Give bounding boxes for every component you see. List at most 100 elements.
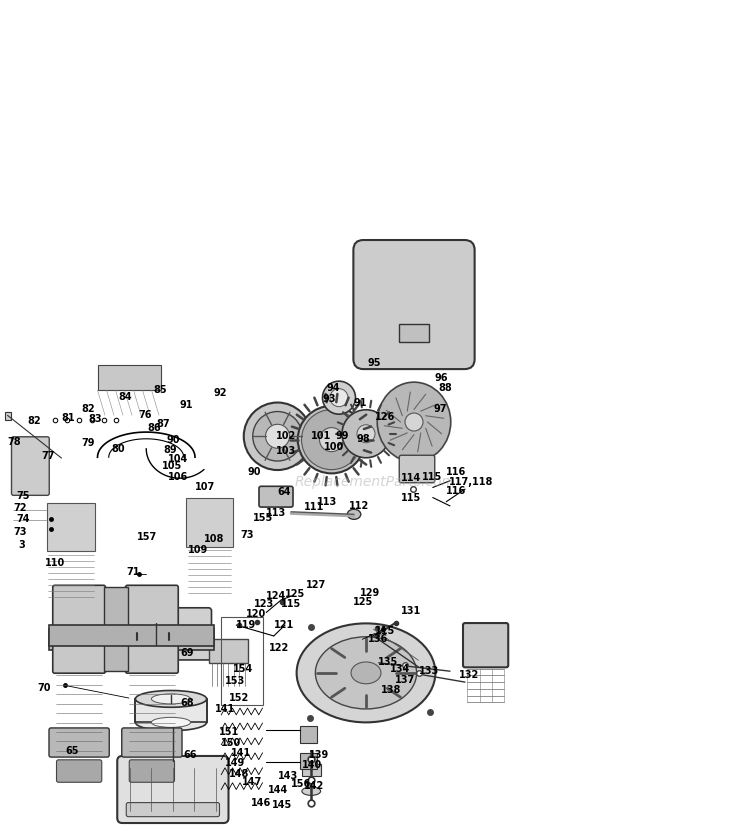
Text: 154: 154: [232, 664, 253, 674]
Bar: [98, 365, 161, 390]
Text: 151: 151: [219, 727, 239, 737]
Ellipse shape: [152, 694, 190, 704]
Text: 91: 91: [354, 398, 368, 408]
Text: 119: 119: [236, 620, 256, 630]
Text: 95: 95: [368, 358, 381, 368]
Text: 87: 87: [156, 419, 170, 429]
FancyBboxPatch shape: [125, 586, 178, 673]
Circle shape: [298, 406, 365, 473]
Text: 152: 152: [229, 693, 249, 703]
Text: 105: 105: [162, 461, 182, 472]
Text: 112: 112: [349, 501, 369, 511]
Text: 83: 83: [88, 414, 102, 425]
Text: 88: 88: [439, 383, 452, 393]
Text: 111: 111: [304, 502, 324, 512]
Text: 123: 123: [254, 599, 274, 609]
Text: ReplacementParts.com: ReplacementParts.com: [295, 476, 455, 489]
FancyBboxPatch shape: [49, 629, 214, 650]
Text: 70: 70: [38, 683, 51, 693]
FancyBboxPatch shape: [56, 760, 102, 782]
FancyBboxPatch shape: [53, 586, 106, 673]
Text: 138: 138: [381, 685, 401, 695]
Text: 113: 113: [316, 497, 337, 507]
Text: 156: 156: [291, 779, 311, 789]
FancyBboxPatch shape: [126, 803, 220, 816]
Text: 102: 102: [276, 431, 296, 441]
Text: 89: 89: [164, 445, 177, 455]
Ellipse shape: [351, 662, 381, 684]
Text: 96: 96: [435, 373, 448, 383]
Text: 124: 124: [266, 591, 286, 601]
Text: 106: 106: [168, 472, 188, 482]
FancyBboxPatch shape: [399, 456, 435, 482]
Text: 92: 92: [214, 388, 227, 398]
Text: 120: 120: [246, 609, 266, 619]
Text: 74: 74: [16, 514, 30, 524]
Text: 129: 129: [360, 588, 380, 598]
Text: 147: 147: [242, 777, 262, 787]
Text: 153: 153: [225, 676, 245, 686]
Text: 115: 115: [280, 599, 301, 609]
Text: 78: 78: [8, 437, 21, 447]
Text: 86: 86: [148, 423, 161, 433]
Circle shape: [266, 425, 290, 448]
Text: 136: 136: [368, 634, 388, 644]
Bar: [135, 699, 206, 722]
FancyBboxPatch shape: [122, 728, 182, 757]
Text: 71: 71: [126, 567, 140, 577]
Text: 122: 122: [268, 643, 289, 653]
Text: 125: 125: [352, 597, 373, 607]
Text: 110: 110: [45, 558, 65, 568]
Text: 127: 127: [306, 580, 326, 590]
Circle shape: [253, 412, 302, 461]
Text: 84: 84: [118, 392, 132, 402]
Text: 142: 142: [304, 781, 324, 791]
Text: 101: 101: [311, 431, 332, 441]
Text: 108: 108: [204, 534, 224, 544]
FancyBboxPatch shape: [259, 487, 293, 507]
Text: 126: 126: [375, 412, 395, 422]
Text: 141: 141: [215, 704, 236, 714]
Text: 148: 148: [229, 769, 249, 779]
Ellipse shape: [377, 383, 451, 461]
Text: 115: 115: [375, 626, 395, 636]
FancyBboxPatch shape: [11, 437, 50, 495]
Text: 98: 98: [356, 434, 370, 444]
Ellipse shape: [135, 714, 206, 731]
Text: 115: 115: [401, 492, 422, 503]
Text: 133: 133: [419, 666, 439, 676]
Text: 132: 132: [459, 670, 479, 680]
Circle shape: [320, 428, 344, 451]
Text: 73: 73: [240, 530, 254, 540]
Text: 121: 121: [274, 620, 294, 630]
Text: 116: 116: [446, 467, 466, 477]
Ellipse shape: [135, 690, 206, 707]
Text: 77: 77: [41, 451, 55, 461]
Text: 113: 113: [266, 508, 286, 519]
Text: 82: 82: [28, 416, 41, 426]
Text: 135: 135: [378, 657, 398, 667]
Circle shape: [322, 381, 356, 414]
Text: 97: 97: [433, 404, 447, 414]
Ellipse shape: [347, 509, 361, 519]
Circle shape: [357, 425, 375, 443]
Bar: [302, 764, 321, 776]
Text: 90: 90: [248, 466, 261, 477]
FancyBboxPatch shape: [353, 240, 475, 369]
Text: 116: 116: [446, 486, 466, 496]
Circle shape: [244, 403, 311, 470]
Text: 144: 144: [268, 785, 288, 795]
Text: 157: 157: [136, 532, 157, 542]
Text: 137: 137: [395, 675, 416, 685]
Ellipse shape: [296, 623, 435, 722]
Bar: [4, 412, 11, 420]
Bar: [300, 753, 316, 769]
Text: 85: 85: [154, 385, 167, 395]
Ellipse shape: [302, 787, 321, 795]
Text: 79: 79: [81, 438, 94, 448]
Circle shape: [330, 388, 348, 407]
Bar: [209, 639, 248, 663]
Text: 100: 100: [324, 442, 344, 452]
Text: 64: 64: [278, 487, 291, 498]
Text: 68: 68: [180, 698, 194, 708]
